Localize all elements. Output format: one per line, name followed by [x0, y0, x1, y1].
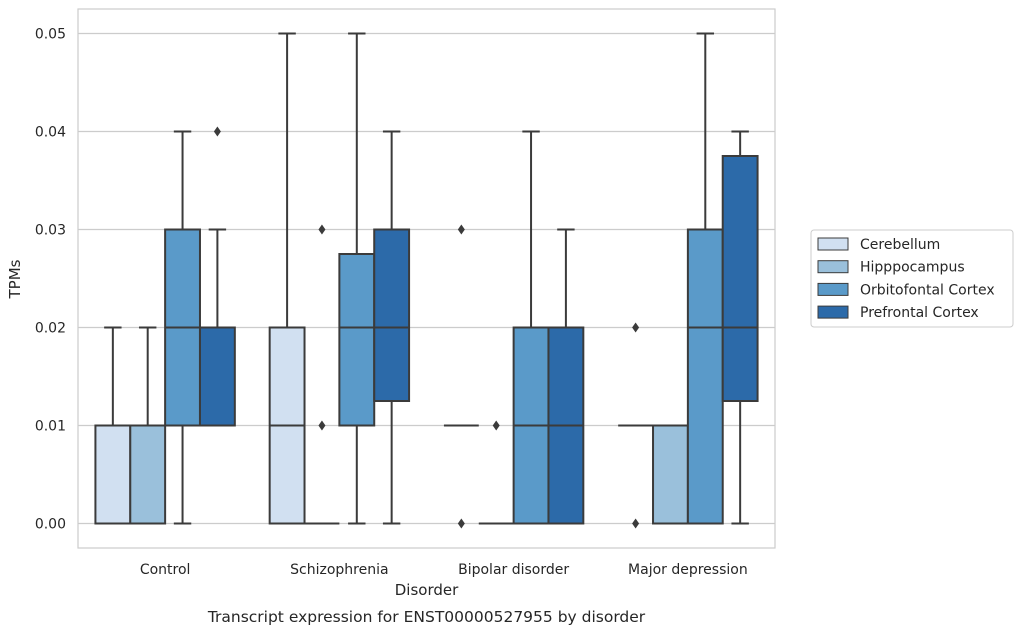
- outlier-point: [318, 420, 326, 431]
- box: [268, 32, 306, 525]
- box-group: [94, 126, 236, 525]
- box-group: [618, 32, 759, 529]
- box: [618, 322, 654, 529]
- outlier-point: [318, 224, 326, 235]
- box: [338, 32, 376, 525]
- chart-caption: Transcript expression for ENST0000052795…: [207, 608, 646, 626]
- box: [373, 130, 411, 525]
- box-group: [268, 32, 411, 525]
- y-axis-title: TPMs: [6, 259, 24, 299]
- legend-item: Prefrontal Cortex: [817, 305, 979, 321]
- x-tick-label: Bipolar disorder: [458, 562, 569, 578]
- legend-label: Cerebellum: [860, 237, 940, 253]
- box-body: [94, 424, 132, 525]
- legend-item: Hipppocampus: [817, 260, 965, 276]
- box: [94, 326, 132, 525]
- legend-item: Cerebellum: [817, 237, 940, 253]
- x-tick-label: Major depression: [628, 562, 748, 578]
- outlier-point: [213, 126, 221, 137]
- box-body: [338, 253, 376, 427]
- legend: Cerebellum Hipppocampus Orbitofontal Corte…: [810, 229, 1014, 328]
- y-tick-label: 0.03: [35, 223, 66, 239]
- legend-item: Orbitofontal Cortex: [817, 282, 995, 298]
- legend-swatch: [817, 260, 849, 274]
- box: [198, 126, 236, 427]
- y-tick-label: 0.02: [35, 321, 66, 337]
- y-tick-label: 0.01: [35, 419, 66, 435]
- x-tick-label: Control: [140, 562, 191, 578]
- box: [443, 224, 479, 529]
- outlier-point: [632, 518, 640, 529]
- box-body: [652, 424, 689, 525]
- box-group: [443, 130, 585, 529]
- outlier-point: [632, 322, 640, 333]
- legend-swatch: [817, 282, 849, 296]
- box: [164, 130, 201, 525]
- box-body: [198, 326, 236, 427]
- box: [129, 326, 167, 525]
- legend-swatch: [817, 305, 849, 319]
- box: [547, 228, 585, 525]
- box-groups: [94, 32, 759, 529]
- y-tick-labels: 0.00 0.01 0.02 0.03 0.04 0.05: [35, 27, 66, 533]
- x-tick-labels: Control Schizophrenia Bipolar disorder Majo…: [140, 562, 748, 578]
- box-body: [686, 228, 724, 525]
- box-body: [373, 228, 411, 402]
- y-tick-label: 0.00: [35, 517, 66, 533]
- legend-label: Hipppocampus: [860, 260, 965, 276]
- box: [686, 32, 724, 525]
- box: [304, 224, 340, 525]
- box-body: [721, 155, 759, 402]
- box-body: [129, 424, 167, 525]
- outlier-point: [457, 224, 465, 235]
- box: [512, 130, 550, 525]
- outlier-point: [492, 420, 500, 431]
- legend-swatch: [817, 237, 849, 251]
- legend-frame: [810, 229, 1014, 328]
- box: [721, 130, 759, 525]
- legend-label: Orbitofontal Cortex: [860, 282, 995, 298]
- outlier-point: [457, 518, 465, 529]
- box: [652, 424, 689, 525]
- x-tick-label: Schizophrenia: [290, 562, 388, 578]
- legend-label: Prefrontal Cortex: [860, 305, 979, 321]
- box: [478, 420, 514, 525]
- x-axis-title: Disorder: [395, 581, 459, 599]
- y-tick-label: 0.04: [35, 125, 66, 141]
- plot-frame: [77, 8, 776, 549]
- y-tick-label: 0.05: [35, 27, 66, 43]
